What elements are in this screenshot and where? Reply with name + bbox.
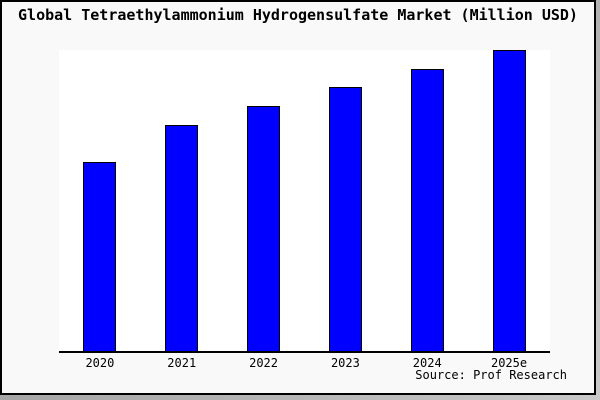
bar-2024	[410, 68, 444, 351]
x-axis-labels: 2020 2021 2022 2023 2024 2025e	[59, 356, 550, 370]
bar-2022	[247, 105, 281, 351]
x-tick-label-2023: 2023	[330, 356, 360, 370]
source-credit: Source: Prof Research	[415, 368, 567, 382]
bar-slot-2020	[59, 50, 141, 351]
plot-area	[59, 50, 550, 353]
bar-2021	[165, 124, 199, 351]
bar-slot-2023	[304, 50, 386, 351]
bar-slot-2022	[223, 50, 305, 351]
x-tick-label-2020: 2020	[85, 356, 115, 370]
bar-slot-2025e	[468, 50, 550, 351]
x-tick-label-2021: 2021	[167, 356, 197, 370]
bar-slot-2021	[141, 50, 223, 351]
bar-slot-2024	[386, 50, 468, 351]
x-tick-label-2022: 2022	[249, 356, 279, 370]
chart-title: Global Tetraethylammonium Hydrogensulfat…	[18, 6, 578, 24]
bar-2023	[328, 87, 362, 351]
x-tick-label-2024: 2024	[412, 356, 442, 370]
x-tick-label-2025e: 2025e	[490, 356, 528, 370]
bar-2025e	[492, 50, 526, 351]
bar-2020	[83, 161, 117, 351]
